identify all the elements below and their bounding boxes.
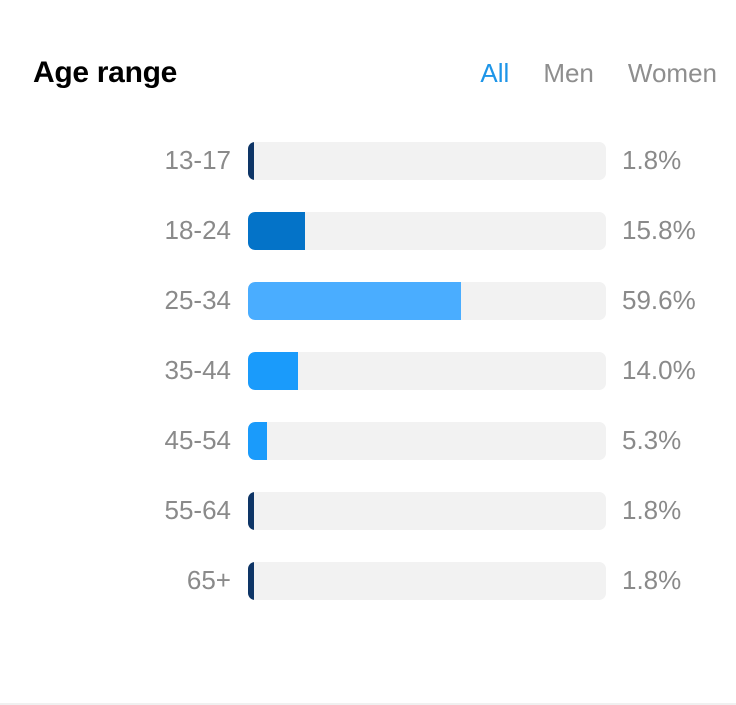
category-label: 65+ <box>186 565 231 595</box>
bar-fill <box>248 422 267 460</box>
bar-track <box>248 212 606 250</box>
value-label: 5.3% <box>622 425 682 455</box>
bar-track <box>248 492 606 530</box>
page-title: Age range <box>33 56 178 89</box>
bar-track <box>248 142 606 180</box>
bar-row: 55-64 1.8% <box>0 490 736 530</box>
filter-tabs: All Men Women <box>480 58 717 89</box>
value-label: 1.8% <box>622 145 682 175</box>
bar-track <box>248 282 606 320</box>
category-label: 55-64 <box>164 495 232 525</box>
divider <box>0 703 736 705</box>
value-label: 15.8% <box>622 215 696 245</box>
value-label: 59.6% <box>622 285 696 315</box>
value-label: 1.8% <box>622 565 682 595</box>
category-label: 35-44 <box>164 355 232 385</box>
bar-fill <box>248 562 254 600</box>
value-label: 1.8% <box>622 495 682 525</box>
tab-men[interactable]: Men <box>543 58 594 88</box>
bar-row: 35-44 14.0% <box>0 350 736 390</box>
bar-fill <box>248 142 254 180</box>
bar-row: 25-34 59.6% <box>0 280 736 320</box>
bar-row: 65+ 1.8% <box>0 560 736 600</box>
bar-track <box>248 352 606 390</box>
category-label: 13-17 <box>164 145 232 175</box>
value-label: 14.0% <box>622 355 696 385</box>
bar-row: 18-24 15.8% <box>0 210 736 250</box>
category-label: 25-34 <box>164 285 232 315</box>
bar-fill <box>248 352 298 390</box>
bar-track <box>248 562 606 600</box>
bar-row: 13-17 1.8% <box>0 140 736 180</box>
bar-fill <box>248 212 305 250</box>
tab-women[interactable]: Women <box>627 58 717 88</box>
bar-track <box>248 422 606 460</box>
tab-all[interactable]: All <box>480 58 510 88</box>
category-label: 45-54 <box>164 425 232 455</box>
bar-row: 45-54 5.3% <box>0 420 736 460</box>
bar-fill <box>248 282 461 320</box>
bar-fill <box>248 492 254 530</box>
category-label: 18-24 <box>164 215 232 245</box>
